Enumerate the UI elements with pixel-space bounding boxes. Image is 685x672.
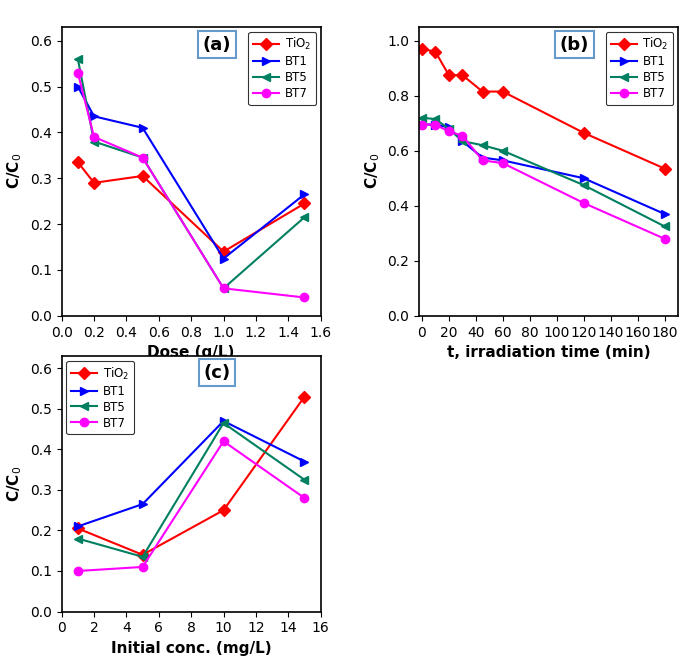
- BT5: [219, 419, 227, 427]
- Text: (a): (a): [203, 36, 232, 54]
- TiO$_2$: [90, 179, 98, 187]
- BT1: [219, 417, 227, 425]
- BT1: [458, 137, 466, 145]
- BT5: [660, 222, 669, 230]
- TiO$_2$: [499, 87, 507, 95]
- BT1: [580, 174, 588, 182]
- X-axis label: Dose (g/L): Dose (g/L): [147, 345, 235, 360]
- BT1: [431, 120, 439, 128]
- X-axis label: Initial conc. (mg/L): Initial conc. (mg/L): [111, 641, 271, 656]
- BT1: [74, 522, 82, 530]
- Y-axis label: C/C$_0$: C/C$_0$: [5, 466, 25, 502]
- BT7: [219, 284, 227, 292]
- BT1: [478, 154, 486, 162]
- Line: BT5: BT5: [74, 419, 309, 561]
- X-axis label: t, irradiation time (min): t, irradiation time (min): [447, 345, 651, 360]
- BT7: [138, 563, 147, 571]
- Legend: TiO$_2$, BT1, BT5, BT7: TiO$_2$, BT1, BT5, BT7: [66, 361, 134, 434]
- BT1: [301, 458, 309, 466]
- TiO$_2$: [660, 165, 669, 173]
- Line: BT1: BT1: [74, 83, 309, 263]
- BT1: [418, 120, 426, 128]
- BT1: [138, 500, 147, 508]
- Line: TiO$_2$: TiO$_2$: [74, 392, 309, 559]
- BT7: [478, 157, 486, 165]
- BT7: [580, 199, 588, 207]
- BT5: [431, 115, 439, 123]
- BT1: [138, 124, 147, 132]
- BT5: [445, 125, 453, 133]
- Line: BT7: BT7: [74, 437, 309, 575]
- TiO$_2$: [580, 129, 588, 137]
- BT1: [660, 210, 669, 218]
- Legend: TiO$_2$, BT1, BT5, BT7: TiO$_2$, BT1, BT5, BT7: [606, 32, 673, 105]
- Line: TiO$_2$: TiO$_2$: [418, 45, 669, 173]
- Line: BT5: BT5: [418, 114, 669, 230]
- Line: BT1: BT1: [74, 417, 309, 531]
- Y-axis label: C/C$_0$: C/C$_0$: [5, 153, 25, 190]
- BT1: [90, 112, 98, 120]
- Legend: TiO$_2$, BT1, BT5, BT7: TiO$_2$, BT1, BT5, BT7: [249, 32, 316, 105]
- BT7: [499, 159, 507, 167]
- BT5: [301, 476, 309, 484]
- BT1: [219, 255, 227, 263]
- BT7: [90, 133, 98, 141]
- BT7: [219, 437, 227, 446]
- TiO$_2$: [478, 87, 486, 95]
- TiO$_2$: [219, 247, 227, 255]
- BT7: [418, 120, 426, 128]
- TiO$_2$: [445, 71, 453, 79]
- BT5: [90, 138, 98, 146]
- BT5: [478, 141, 486, 149]
- TiO$_2$: [301, 200, 309, 208]
- BT7: [301, 494, 309, 502]
- BT7: [431, 120, 439, 128]
- Line: BT5: BT5: [74, 55, 309, 292]
- BT1: [499, 157, 507, 165]
- BT5: [301, 213, 309, 221]
- Line: BT7: BT7: [418, 120, 669, 243]
- Line: TiO$_2$: TiO$_2$: [74, 158, 309, 256]
- BT5: [138, 154, 147, 162]
- BT5: [458, 137, 466, 145]
- Text: (b): (b): [560, 36, 589, 54]
- TiO$_2$: [418, 45, 426, 53]
- BT5: [138, 553, 147, 561]
- TiO$_2$: [138, 551, 147, 559]
- BT5: [580, 181, 588, 189]
- BT5: [418, 114, 426, 122]
- Line: BT1: BT1: [418, 120, 669, 218]
- Line: BT7: BT7: [74, 69, 309, 302]
- BT5: [499, 146, 507, 155]
- TiO$_2$: [219, 506, 227, 514]
- BT5: [74, 55, 82, 63]
- BT7: [74, 567, 82, 575]
- BT7: [301, 294, 309, 302]
- BT7: [445, 128, 453, 136]
- TiO$_2$: [301, 392, 309, 401]
- BT1: [74, 83, 82, 91]
- TiO$_2$: [138, 172, 147, 180]
- BT7: [660, 235, 669, 243]
- BT7: [138, 154, 147, 162]
- BT7: [74, 69, 82, 77]
- BT7: [458, 132, 466, 140]
- TiO$_2$: [74, 524, 82, 532]
- TiO$_2$: [74, 158, 82, 166]
- TiO$_2$: [431, 48, 439, 56]
- BT5: [74, 534, 82, 542]
- Text: (c): (c): [203, 364, 231, 382]
- BT1: [445, 123, 453, 131]
- Y-axis label: C/C$_0$: C/C$_0$: [363, 153, 382, 190]
- TiO$_2$: [458, 71, 466, 79]
- BT1: [301, 190, 309, 198]
- BT5: [219, 284, 227, 292]
